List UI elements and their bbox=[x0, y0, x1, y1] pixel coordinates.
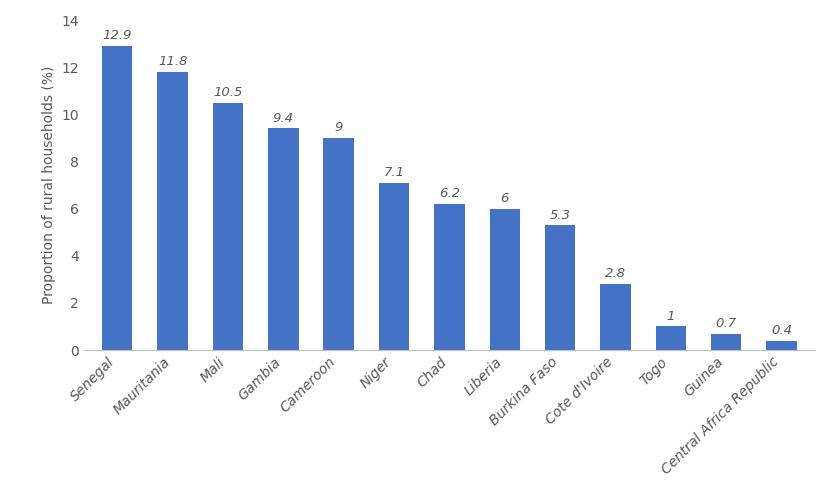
Bar bbox=[213, 102, 243, 350]
Text: 7.1: 7.1 bbox=[384, 166, 405, 179]
Text: 1: 1 bbox=[667, 310, 675, 323]
Text: 11.8: 11.8 bbox=[158, 56, 187, 68]
Bar bbox=[379, 182, 409, 350]
Text: 0.4: 0.4 bbox=[771, 324, 792, 337]
Bar bbox=[601, 284, 631, 350]
Bar bbox=[323, 138, 354, 350]
Text: 10.5: 10.5 bbox=[213, 86, 243, 99]
Bar bbox=[157, 72, 188, 350]
Text: 6: 6 bbox=[501, 192, 509, 205]
Bar bbox=[766, 340, 797, 350]
Bar bbox=[102, 46, 133, 350]
Text: 12.9: 12.9 bbox=[102, 30, 132, 43]
Text: 9.4: 9.4 bbox=[273, 112, 294, 125]
Text: 5.3: 5.3 bbox=[549, 208, 570, 222]
Text: 0.7: 0.7 bbox=[716, 317, 737, 330]
Bar bbox=[490, 208, 520, 350]
Bar bbox=[711, 334, 742, 350]
Bar bbox=[545, 225, 575, 350]
Text: 6.2: 6.2 bbox=[439, 188, 460, 200]
Text: 2.8: 2.8 bbox=[605, 268, 626, 280]
Bar bbox=[434, 204, 465, 350]
Y-axis label: Proportion of rural households (%): Proportion of rural households (%) bbox=[42, 66, 56, 304]
Bar bbox=[268, 128, 298, 350]
Text: 9: 9 bbox=[334, 122, 343, 134]
Bar bbox=[656, 326, 686, 350]
